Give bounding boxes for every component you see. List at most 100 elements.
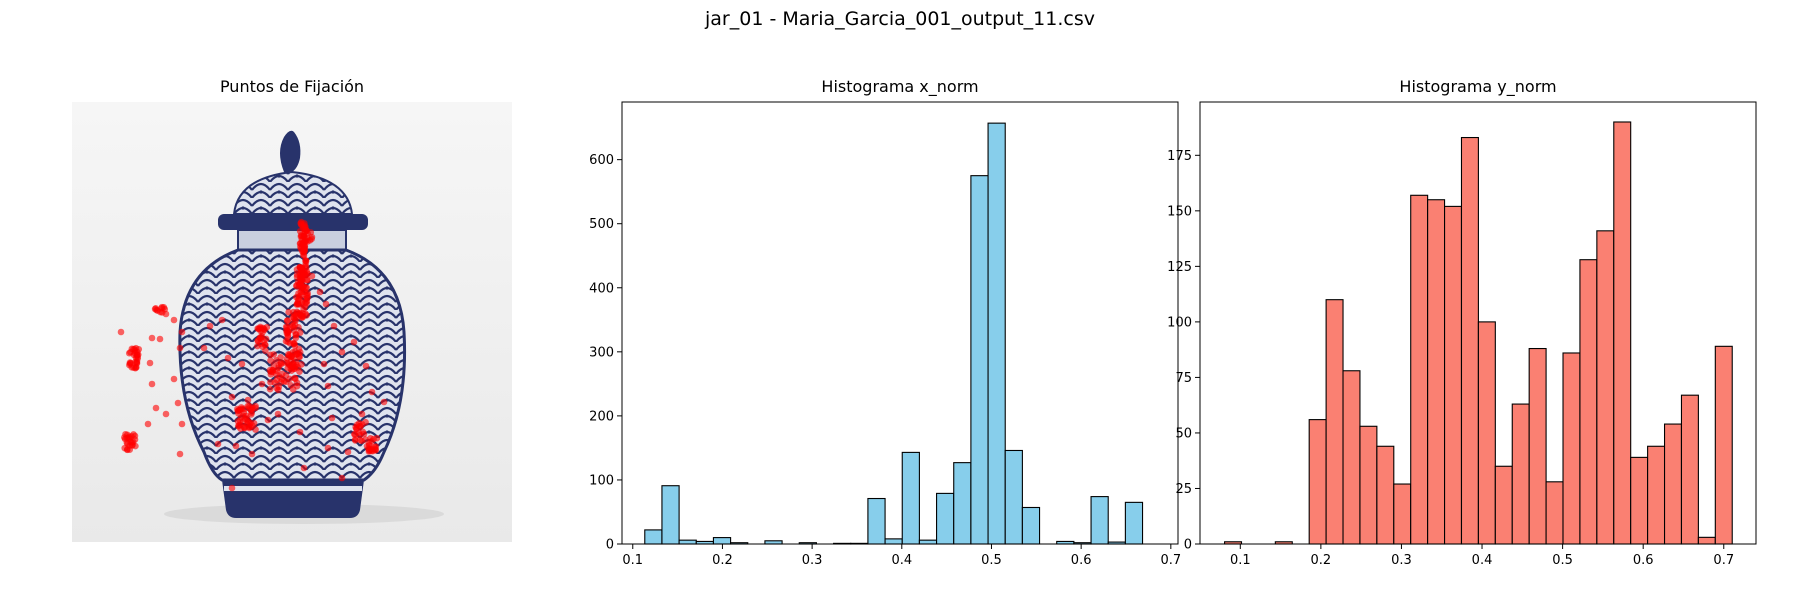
hist-y-frame [1199,101,1757,545]
fixation-point [284,338,292,346]
hist-y-xtick-label: 0.1 [1230,553,1251,568]
hist-y-bar [1697,536,1716,545]
hist-y-bar [1325,299,1344,545]
fixation-point [152,404,160,412]
hist-y-bar [1579,259,1598,545]
fixation-point [206,322,214,330]
fixation-point [232,442,240,450]
jar-lid [232,170,354,215]
fixation-point [302,284,309,291]
fixation-point [296,368,303,375]
fixation-point [244,418,251,425]
fixation-point [178,420,186,428]
hist-x-xtick-label: 0.4 [891,553,912,568]
fixation-point [338,348,346,356]
fixation-point [344,448,352,456]
hist-y-ytick-label: 150 [1167,204,1192,219]
fixation-point [285,308,292,316]
hist-y-ytick-label: 0 [1184,538,1192,553]
fixation-point [218,316,226,324]
fixation-point [304,294,311,301]
fixation-point [176,450,184,458]
fixation-point [126,361,133,369]
fixation-point [178,328,186,336]
fixation-point [291,374,299,382]
hist-y-bar [1444,205,1463,545]
hist-y-bar [1528,347,1547,545]
fixation-point [296,280,304,287]
hist-y-bar [1647,445,1666,545]
fixation-point [299,312,307,320]
fixation-point [254,342,261,350]
hist-y-bar [1630,456,1649,545]
fixation-point [156,335,164,343]
hist-x-xtick-label: 0.2 [712,553,733,568]
hist-y-xtick-label: 0.5 [1552,553,1573,568]
fixation-point [131,436,139,443]
fixation-point [228,393,236,401]
hist-y-bar [1511,403,1530,545]
fixation-point [264,416,272,424]
hist-y-xtick-label: 0.4 [1472,553,1493,568]
fixation-point [301,228,309,236]
fixation-points [117,218,388,492]
hist-y-bar [1596,230,1615,545]
hist-y-bar [1308,419,1327,545]
hist-y-ytick-label: 100 [1167,315,1192,330]
hist-y-bar [1714,345,1733,545]
fixation-point [351,430,358,438]
fixation-point [236,417,244,425]
fixation-point [296,428,304,436]
hist-x-ytick-label: 100 [589,473,614,488]
fixation-point [366,447,373,455]
hist-x-ytick-label: 400 [589,281,614,296]
fixation-panel-title: Puntos de Fijación [219,77,365,96]
fixation-point [176,344,184,352]
hist-x-xtick-label: 0.1 [622,553,643,568]
fixation-point [289,386,297,393]
hist-y-bar [1494,465,1513,545]
fixation-point [130,345,137,353]
fixation-point [290,339,297,347]
fixation-point [266,385,274,393]
hist-y-ytick-label: 75 [1175,371,1192,386]
hist-x-ytick-label: 200 [589,409,614,424]
fixation-point [293,350,300,358]
hist-y-bars [1224,121,1733,545]
hist-y-xtick-label: 0.6 [1633,553,1654,568]
hist-y-ytick-label: 175 [1167,149,1192,164]
fixation-point [294,299,301,307]
fixation-point [298,361,305,368]
fixation-point [289,362,296,370]
fixation-point [128,442,136,449]
jar-lid-knob [280,130,301,172]
hist-x-xtick-label: 0.5 [981,553,1002,568]
hist-y-bar [1680,394,1699,545]
hist-x-ytick-label: 600 [589,153,614,168]
hist-y-bar [1460,136,1479,545]
fixation-point [302,264,310,271]
fixation-point [298,218,305,226]
fixation-point [355,420,363,427]
hist-y-bar [1663,423,1683,545]
fixation-point [296,270,304,278]
hist-x-ytick-label: 0 [606,538,614,553]
hist-y-bar [1393,483,1412,545]
fixation-point [258,380,266,388]
fixation-point [249,404,256,411]
fixation-point [362,436,369,443]
fixation-point [162,310,170,318]
hist-y-bar [1477,321,1496,545]
fixation-point [224,354,232,362]
fixation-point [236,407,243,414]
hist-x-title: Histograma x_norm [821,77,979,96]
hist-y-xtick-label: 0.2 [1311,553,1332,568]
fixation-point [275,362,283,369]
fixation-point [262,347,269,355]
hist-y-bar [1342,370,1361,545]
fixation-point [262,335,270,343]
fixation-point [267,357,274,364]
fixation-point [306,237,314,244]
fixation-point [350,338,358,346]
